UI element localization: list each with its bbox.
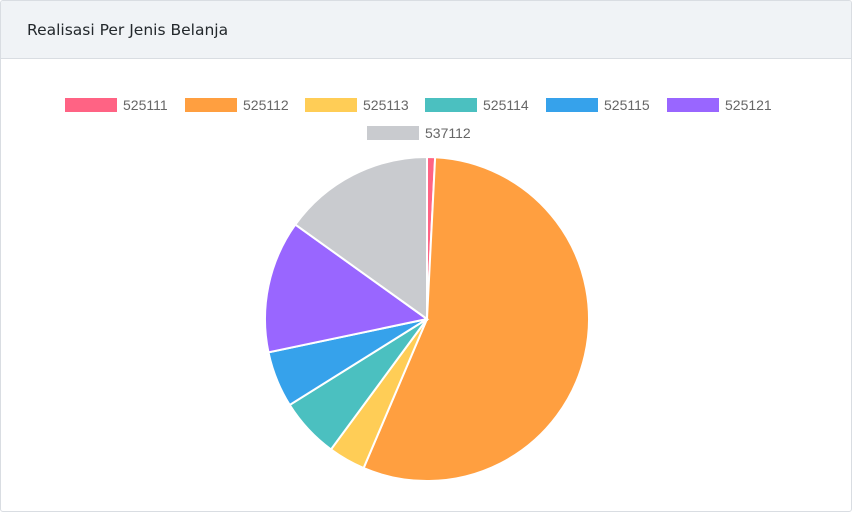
legend-label-525115[interactable]: 525115 [604, 97, 650, 113]
legend-swatch-525112[interactable] [185, 98, 237, 112]
legend-swatch-525121[interactable] [667, 98, 719, 112]
legend-label-537112[interactable]: 537112 [425, 125, 471, 141]
pie-slice-525121[interactable] [264, 223, 430, 354]
pie-slice-525112[interactable] [362, 156, 590, 482]
legend-swatch-525115[interactable] [546, 98, 598, 112]
legend-swatch-537112[interactable] [367, 126, 419, 140]
legend-label-525114[interactable]: 525114 [483, 97, 529, 113]
pie-slice-537112[interactable] [293, 155, 428, 321]
legend-swatch-525114[interactable] [425, 98, 477, 112]
legend-label-525111[interactable]: 525111 [123, 97, 168, 113]
card-header: Realisasi Per Jenis Belanja [1, 1, 851, 59]
chart-legend: 525111 525112 525113 525114 525115 525121 5371… [65, 97, 772, 141]
pie-slices [264, 155, 590, 482]
card-body: 525111 525112 525113 525114 525115 525121 5371… [1, 59, 851, 510]
legend-swatch-525113[interactable] [305, 98, 357, 112]
legend-label-525121[interactable]: 525121 [725, 97, 772, 113]
pie-chart: 525111 525112 525113 525114 525115 525121 5371… [65, 97, 772, 482]
legend-label-525113[interactable]: 525113 [363, 97, 409, 113]
card-title: Realisasi Per Jenis Belanja [27, 20, 229, 39]
legend-label-525112[interactable]: 525112 [243, 97, 289, 113]
legend-swatch-525111[interactable] [65, 98, 117, 112]
